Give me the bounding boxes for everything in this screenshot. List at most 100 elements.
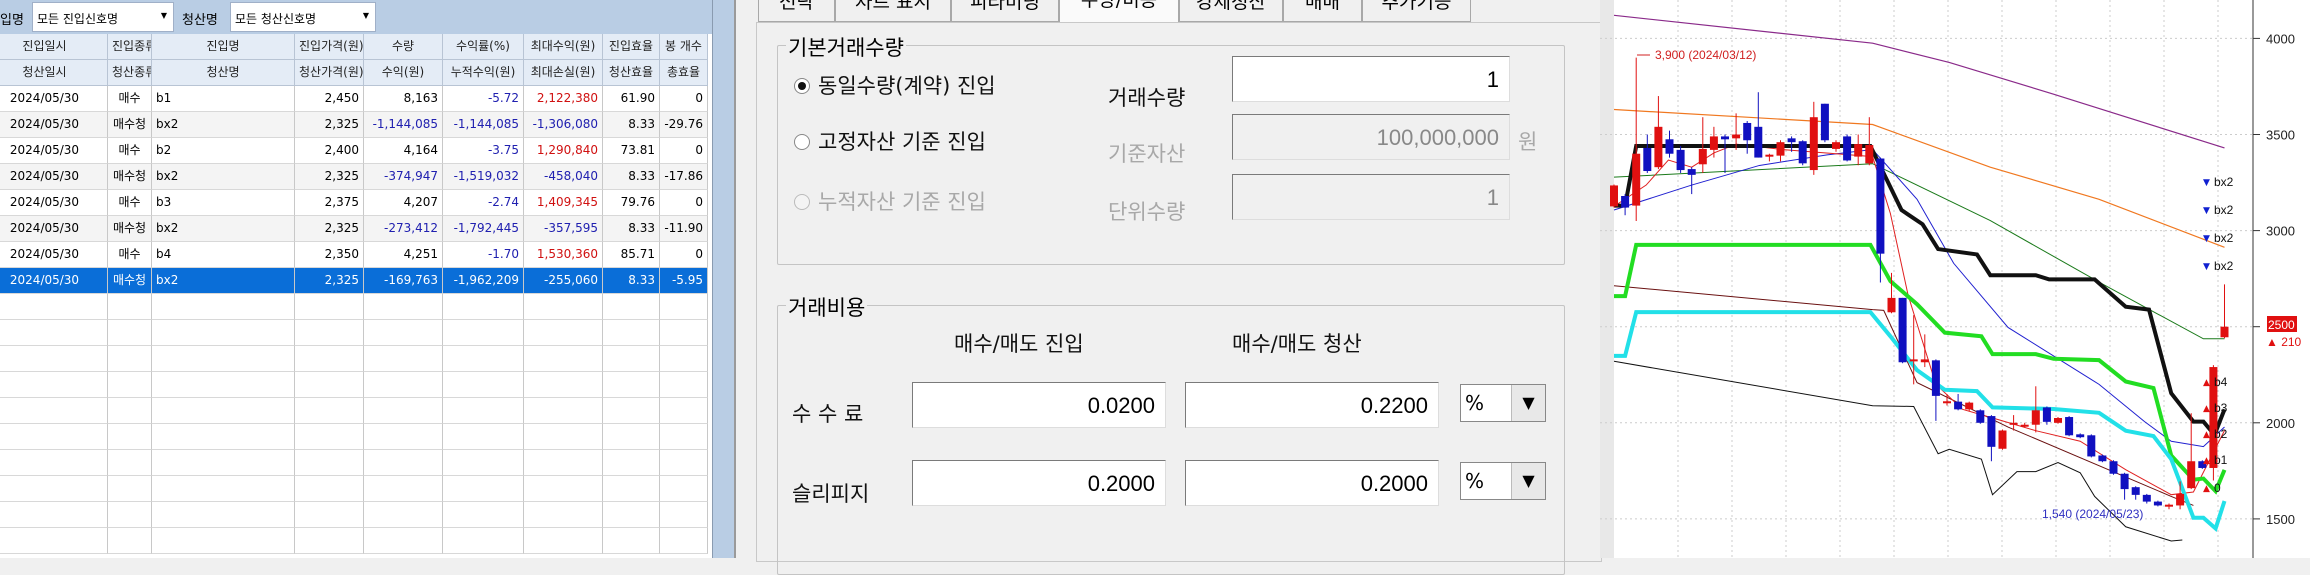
column-header[interactable]: 진입명 <box>152 34 295 60</box>
empty-cell <box>524 294 603 320</box>
candle-body <box>1721 136 1729 140</box>
empty-row <box>0 372 708 398</box>
arrow-down-icon: ▼ <box>2203 262 2210 272</box>
group-title: 기본거래수량 <box>786 32 906 62</box>
radio-fixed-asset[interactable] <box>794 134 810 150</box>
entry-signal-select[interactable]: 모든 진입신호명 ▼ <box>32 2 174 32</box>
empty-row <box>0 450 708 476</box>
column-header[interactable]: 진입가격(원) <box>295 34 364 60</box>
slippage-unit-select[interactable]: % ▼ <box>1460 462 1546 500</box>
commission-unit-select[interactable]: % ▼ <box>1460 384 1546 422</box>
empty-cell <box>603 450 660 476</box>
column-header[interactable]: 청산효율 <box>603 60 660 86</box>
table-cell: 2,375 <box>295 190 364 216</box>
candle-body <box>2031 410 2040 425</box>
column-header[interactable]: 수량 <box>364 34 443 60</box>
trade-table: 진입일시 진입종류 진입명 진입가격(원) 수량 수익률(%) 최대수익(원) 진입효율 봉 개… <box>0 34 708 554</box>
column-header[interactable]: 누적수익(원) <box>443 60 524 86</box>
empty-cell <box>364 320 443 346</box>
base-asset-input: 100,000,000 <box>1232 114 1510 160</box>
commission-entry-input[interactable]: 0.0200 <box>912 382 1166 428</box>
empty-cell <box>108 476 152 502</box>
tab-4[interactable]: 강제청산 <box>1179 0 1283 22</box>
tab-1[interactable]: 차트 표시 <box>835 0 951 22</box>
exit-filter-label: 청산명 <box>182 13 218 28</box>
empty-cell <box>660 346 708 372</box>
empty-cell <box>524 372 603 398</box>
trade-qty-input[interactable]: 1 <box>1232 56 1510 102</box>
exit-signal-select[interactable]: 모든 청산신호명 ▼ <box>230 2 376 32</box>
table-row[interactable]: 2024/05/30 매수청 bx2 2,325 -273,412 -1,792,445-… <box>0 216 708 242</box>
candle-body <box>1643 147 1652 172</box>
tab-3[interactable]: 수량/비용 <box>1059 0 1179 24</box>
empty-cell <box>443 502 524 528</box>
candle-body <box>1987 416 1996 447</box>
candle-body <box>1787 138 1796 143</box>
table-cell: 8.33 <box>603 268 660 294</box>
table-cell: 8.33 <box>603 164 660 190</box>
indicator-line <box>1614 310 2227 533</box>
column-header[interactable]: 청산일시 <box>0 60 108 86</box>
column-header[interactable]: 진입종류 <box>108 34 152 60</box>
column-header[interactable]: 청산종류 <box>108 60 152 86</box>
price-chart[interactable]: 4000 3500 3000 2000 1500 3,900 (2024/03/12) 1,… <box>1600 0 2310 558</box>
empty-cell <box>108 398 152 424</box>
empty-cell <box>660 502 708 528</box>
column-header[interactable]: 진입일시 <box>0 34 108 60</box>
empty-cell <box>443 320 524 346</box>
table-row[interactable]: 2024/05/30 매수 b3 2,375 4,207 -2.74 1,409,345 79… <box>0 190 708 216</box>
column-header[interactable]: 총효율 <box>660 60 708 86</box>
column-header[interactable]: 수익률(%) <box>443 34 524 60</box>
column-header[interactable]: 청산가격(원) <box>295 60 364 86</box>
table-row[interactable]: 2024/05/30 매수 b4 2,350 4,251 -1.70 1,530,360 85… <box>0 242 708 268</box>
column-header[interactable]: 최대손실(원) <box>524 60 603 86</box>
trade-list-panel: 입명 모든 진입신호명 ▼ 청산명 모든 청산신호명 ▼ 진입일시 진입종류 진입명 진입… <box>0 0 712 558</box>
empty-cell <box>152 528 295 554</box>
candle-body <box>1687 169 1696 175</box>
table-cell: -1,962,209 <box>443 268 524 294</box>
candle-body <box>1898 297 1907 363</box>
table-row[interactable]: 2024/05/30 매수청 bx2 2,325 -169,763 -1,962,209-… <box>0 268 708 294</box>
unit-qty-label: 단위수량 <box>1108 200 1186 224</box>
window-background <box>712 0 734 558</box>
empty-cell <box>524 528 603 554</box>
current-price-label: 2500 <box>2268 318 2295 332</box>
empty-cell <box>295 372 364 398</box>
tab-5[interactable]: 매매 <box>1283 0 1362 22</box>
empty-cell <box>152 320 295 346</box>
empty-cell <box>603 294 660 320</box>
column-header[interactable]: 청산명 <box>152 60 295 86</box>
table-row[interactable]: 2024/05/30 매수 b1 2,450 8,163 -5.72 2,122,380 61… <box>0 86 708 112</box>
table-cell: 4,207 <box>364 190 443 216</box>
indicator-line <box>1613 163 2225 340</box>
tab-6[interactable]: 추가기능 <box>1362 0 1471 22</box>
exit-column-header: 매수/매도 청산 <box>1232 332 1362 356</box>
table-cell: 2,325 <box>295 112 364 138</box>
commission-exit-input[interactable]: 0.2200 <box>1185 382 1439 428</box>
tab-2[interactable]: 피라미딩 <box>951 0 1059 22</box>
table-row[interactable]: 2024/05/30 매수 b2 2,400 4,164 -3.75 1,290,840 73… <box>0 138 708 164</box>
column-header[interactable]: 봉 개수 <box>660 34 708 60</box>
base-quantity-group: 기본거래수량 동일수량(계약) 진입 고정자산 기준 진입 누적자산 기준 진입… <box>777 32 1565 265</box>
candle-body <box>1776 142 1785 156</box>
empty-cell <box>364 346 443 372</box>
tab-0[interactable]: 전략 <box>758 0 835 22</box>
table-cell: -255,060 <box>524 268 603 294</box>
empty-cell <box>443 294 524 320</box>
current-price-box <box>2267 316 2297 332</box>
column-header[interactable]: 진입효율 <box>603 34 660 60</box>
table-row[interactable]: 2024/05/30 매수청 bx2 2,325 -374,947 -1,519,032-… <box>0 164 708 190</box>
radio-equal-quantity[interactable] <box>794 78 810 94</box>
candle-body <box>2209 367 2218 468</box>
slippage-exit-input[interactable]: 0.2000 <box>1185 460 1439 506</box>
slippage-entry-input[interactable]: 0.2000 <box>912 460 1166 506</box>
empty-cell <box>443 372 524 398</box>
table-cell: 2,450 <box>295 86 364 112</box>
table-row[interactable]: 2024/05/30 매수청 bx2 2,325 -1,144,085 -1,144,08… <box>0 112 708 138</box>
table-cell: 2024/05/30 <box>0 112 108 138</box>
table-cell: -5.72 <box>443 86 524 112</box>
column-header[interactable]: 최대수익(원) <box>524 34 603 60</box>
empty-cell <box>108 346 152 372</box>
indicator-line <box>1613 285 2194 506</box>
column-header[interactable]: 수익(원) <box>364 60 443 86</box>
